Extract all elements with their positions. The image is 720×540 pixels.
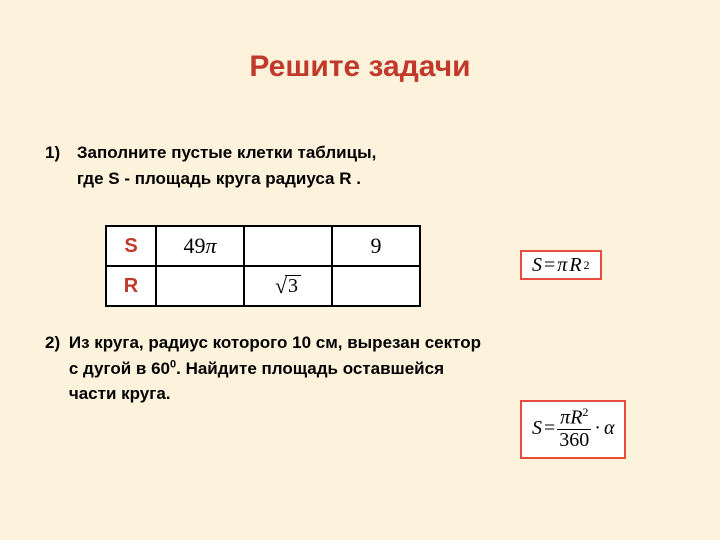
circle-table: S 49π 9 R √3: [105, 225, 421, 307]
task-1-line-2: где S - площадь круга радиуса R .: [77, 169, 361, 188]
task-1-line-1: Заполните пустые клетки таблицы,: [77, 143, 376, 162]
table-row: S 49π 9: [106, 226, 420, 266]
formula-sector: S = πR2 360 · α: [520, 400, 626, 459]
table-cell-S-2: [244, 226, 332, 266]
formula-area: S = πR2: [520, 250, 602, 280]
table-cell-R-1: [156, 266, 244, 306]
task-1: 1) Заполните пустые клетки таблицы, где …: [45, 140, 376, 191]
table-head-S: S: [106, 226, 156, 266]
task-2-number: 2): [45, 333, 60, 352]
table-cell-S-1: 49π: [156, 226, 244, 266]
task-1-number: 1): [45, 140, 60, 166]
task-2: 2) Из круга, радиус которого 10 см, выре…: [45, 330, 481, 407]
task-2-line-3: части круга.: [69, 384, 171, 403]
slide: Решите задачи 1) Заполните пустые клетки…: [0, 0, 720, 540]
task-2-line-1: Из круга, радиус которого 10 см, вырезан…: [69, 333, 481, 352]
slide-title: Решите задачи: [0, 50, 720, 84]
table-row: R √3: [106, 266, 420, 306]
task-2-line-2: с дугой в 600. Найдите площадь оставшейс…: [69, 359, 444, 378]
table-cell-S-3: 9: [332, 226, 420, 266]
table-cell-R-3: [332, 266, 420, 306]
table-head-R: R: [106, 266, 156, 306]
table-cell-R-2: √3: [244, 266, 332, 306]
